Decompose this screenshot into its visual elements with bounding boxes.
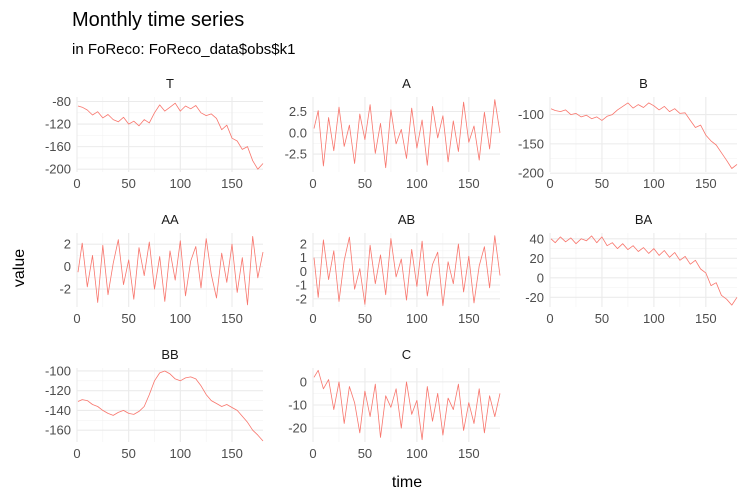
y-tick-label: -120 bbox=[45, 117, 71, 132]
facet-strip-label: T bbox=[166, 76, 174, 91]
facet-strip-label: B bbox=[639, 76, 648, 91]
y-tick-label: 0 bbox=[64, 259, 71, 274]
y-tick-label: -2.5 bbox=[285, 147, 307, 162]
x-tick-label: 0 bbox=[309, 176, 316, 191]
y-tick-label: -140 bbox=[45, 403, 71, 418]
y-tick-label: -200 bbox=[45, 162, 71, 177]
x-tick-label: 50 bbox=[595, 311, 609, 326]
y-tick-label: -2 bbox=[59, 282, 71, 297]
facet-strip-label: A bbox=[402, 76, 411, 91]
panel-a: 0 50 100 150 2.5 0.0 -2.5 A bbox=[285, 76, 501, 191]
x-tick-label: 100 bbox=[169, 311, 191, 326]
y-tick-label: 0.0 bbox=[289, 125, 307, 140]
y-tick-label: 2 bbox=[300, 236, 307, 251]
facet-strip-label: AA bbox=[161, 212, 179, 227]
panel-bb: 0 50 100 150 -100 -120 -140 -160 BB bbox=[45, 347, 264, 461]
x-tick-label: 150 bbox=[458, 176, 480, 191]
y-tick-label: -10 bbox=[288, 398, 307, 413]
y-tick-label: -1 bbox=[295, 278, 307, 293]
x-axis-title: time bbox=[392, 474, 422, 491]
x-tick-label: 100 bbox=[406, 176, 428, 191]
y-tick-label: 0 bbox=[300, 264, 307, 279]
chart-subtitle: in FoReco: FoReco_data$obs$k1 bbox=[72, 41, 295, 58]
y-tick-label: 40 bbox=[530, 231, 544, 246]
x-tick-label: 150 bbox=[458, 446, 480, 461]
x-tick-label: 150 bbox=[221, 446, 243, 461]
y-tick-label: -2 bbox=[295, 291, 307, 306]
chart-title: Monthly time series bbox=[72, 9, 244, 31]
x-tick-label: 0 bbox=[73, 446, 80, 461]
facet-strip-label: BB bbox=[161, 347, 178, 362]
facet-strip-label: AB bbox=[398, 212, 415, 227]
x-tick-label: 50 bbox=[121, 311, 135, 326]
panel-c: 0 50 100 150 0 -10 -20 C bbox=[288, 347, 501, 461]
y-tick-label: -150 bbox=[518, 136, 544, 151]
series-line-b bbox=[550, 102, 738, 169]
y-tick-label: -80 bbox=[52, 94, 71, 109]
x-tick-label: 50 bbox=[121, 446, 135, 461]
x-tick-label: 150 bbox=[695, 311, 717, 326]
panel-b: 0 50 100 150 -100 -150 -200 B bbox=[518, 76, 738, 191]
y-tick-label: -120 bbox=[45, 383, 71, 398]
x-tick-label: 150 bbox=[695, 176, 717, 191]
y-tick-label: 0 bbox=[537, 270, 544, 285]
series-line-a bbox=[313, 99, 501, 169]
x-tick-label: 0 bbox=[73, 176, 80, 191]
y-tick-label: -20 bbox=[288, 421, 307, 436]
y-tick-label: -100 bbox=[518, 107, 544, 122]
y-axis-title: value bbox=[11, 249, 28, 287]
panel-t: 0 50 100 150 -80 -120 -160 -200 T bbox=[45, 76, 264, 191]
series-line-ba bbox=[550, 235, 738, 306]
x-tick-label: 100 bbox=[406, 311, 428, 326]
series-line-aa bbox=[77, 236, 264, 306]
y-tick-label: 2 bbox=[64, 237, 71, 252]
series-line-bb bbox=[77, 370, 264, 442]
y-tick-label: -160 bbox=[45, 423, 71, 438]
facet-strip-label: C bbox=[402, 347, 411, 362]
x-tick-label: 50 bbox=[358, 311, 372, 326]
y-tick-label: -100 bbox=[45, 363, 71, 378]
x-tick-label: 0 bbox=[546, 176, 553, 191]
facet-strip-label: BA bbox=[635, 212, 653, 227]
x-tick-label: 150 bbox=[458, 311, 480, 326]
y-tick-label: 20 bbox=[530, 251, 544, 266]
x-tick-label: 0 bbox=[546, 311, 553, 326]
y-tick-label: 1 bbox=[300, 250, 307, 265]
x-tick-label: 150 bbox=[221, 176, 243, 191]
x-tick-label: 50 bbox=[358, 176, 372, 191]
y-tick-label: -160 bbox=[45, 139, 71, 154]
x-tick-label: 50 bbox=[358, 446, 372, 461]
y-tick-label: -200 bbox=[518, 166, 544, 181]
x-tick-label: 100 bbox=[643, 176, 665, 191]
x-tick-label: 0 bbox=[309, 311, 316, 326]
y-tick-label: 2.5 bbox=[289, 104, 307, 119]
series-line-ab bbox=[313, 235, 501, 306]
series-line-c bbox=[313, 369, 501, 441]
x-tick-label: 100 bbox=[643, 311, 665, 326]
y-tick-label: -20 bbox=[525, 290, 544, 305]
y-tick-label: 0 bbox=[300, 374, 307, 389]
x-tick-label: 0 bbox=[73, 311, 80, 326]
x-tick-label: 100 bbox=[406, 446, 428, 461]
x-tick-label: 0 bbox=[309, 446, 316, 461]
series-line-t bbox=[77, 102, 264, 170]
x-tick-label: 150 bbox=[221, 311, 243, 326]
x-tick-label: 100 bbox=[169, 446, 191, 461]
x-tick-label: 50 bbox=[121, 176, 135, 191]
x-tick-label: 50 bbox=[595, 176, 609, 191]
x-tick-label: 100 bbox=[169, 176, 191, 191]
